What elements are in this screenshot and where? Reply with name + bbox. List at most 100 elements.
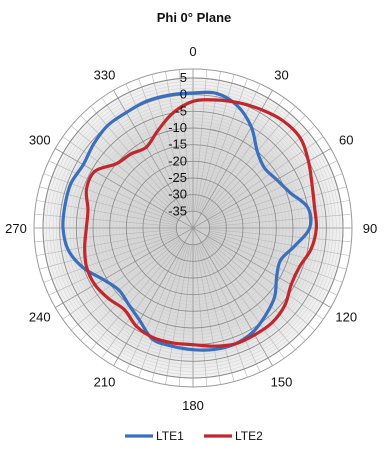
- spoke-line: [205, 238, 315, 331]
- spoke-line: [209, 186, 347, 224]
- grid-ring-minor: [96, 131, 290, 325]
- legend-label: LTE1: [156, 429, 184, 443]
- major-spoke: [55, 148, 194, 229]
- spoke-line: [202, 241, 285, 359]
- grid-ring-minor: [166, 201, 220, 255]
- spoke-line: [36, 200, 177, 226]
- angle-tick-label: 120: [335, 310, 357, 325]
- spoke-line: [205, 125, 315, 218]
- grid-ring-minor: [156, 191, 230, 265]
- spoke-line: [39, 232, 177, 270]
- grid-ring-minor: [82, 117, 304, 339]
- spoke-line: [138, 243, 188, 378]
- spoke-line: [151, 244, 189, 382]
- grid-ring-minor: [186, 221, 200, 235]
- spoke-line: [80, 115, 182, 217]
- spoke-line: [101, 97, 184, 215]
- spoke-line: [208, 173, 343, 223]
- spoke-line: [43, 173, 178, 223]
- radial-tick-label: -30: [168, 187, 187, 202]
- grid-ring-major: [125, 160, 261, 296]
- spoke-line: [48, 234, 179, 296]
- grid-ring-minor: [52, 87, 334, 369]
- spoke-line: [39, 186, 177, 224]
- angle-tick-label: 330: [94, 68, 116, 83]
- major-spoke: [192, 90, 273, 229]
- grid-ring-minor: [99, 134, 287, 322]
- grid-ring-minor: [89, 124, 297, 332]
- spoke-line: [62, 237, 180, 320]
- grid-ring-minor: [152, 187, 234, 269]
- grid-ring-major: [142, 177, 244, 279]
- grid-ring-minor: [102, 137, 284, 319]
- angle-tick-labels: 0 30 60 90 120 150 180 210 240 270 300 330: [5, 44, 377, 413]
- angle-tick-label: 30: [274, 68, 288, 83]
- grid-ring-major: [109, 144, 277, 312]
- grid-ring-major: [59, 94, 327, 362]
- angle-tick-label: 60: [339, 133, 353, 148]
- grid-ring-minor: [139, 174, 247, 282]
- spoke-line: [207, 234, 338, 296]
- spoke-line: [125, 242, 187, 373]
- spoke-line: [204, 115, 306, 217]
- series-line-lte2: [83, 98, 319, 348]
- angle-tick-label: 90: [363, 221, 377, 236]
- spoke-line: [209, 213, 352, 227]
- grid-ring-minor: [106, 141, 280, 315]
- radial-tick-label: -15: [168, 137, 187, 152]
- grid-ring-minor: [72, 107, 314, 349]
- spoke-line: [90, 106, 183, 216]
- grid-ring-minor: [149, 184, 237, 272]
- legend: LTE1 LTE2: [125, 429, 263, 443]
- spoke-line: [209, 229, 352, 243]
- grid-ring-major: [92, 127, 294, 329]
- radial-tick-labels: 5 0-5 -10 -15-20 -25 -30-35: [168, 70, 187, 218]
- grid-ring-minor: [179, 214, 207, 242]
- grid-ring-minor: [172, 207, 214, 249]
- polar-grid: [33, 68, 353, 388]
- spoke-line: [101, 241, 184, 359]
- grid-ring-minor: [46, 81, 340, 375]
- spoke-line: [62, 136, 180, 219]
- angle-tick-label: 0: [189, 44, 196, 59]
- grid-ring-minor: [56, 91, 330, 365]
- spoke-line: [34, 213, 177, 227]
- grid-ring-major: [175, 210, 211, 246]
- spoke-line: [206, 237, 324, 320]
- spoke-line: [208, 233, 343, 283]
- spoke-line: [203, 106, 296, 216]
- spoke-line: [165, 244, 191, 385]
- grid-ring-minor: [132, 167, 254, 289]
- spoke-line: [209, 232, 347, 270]
- spoke-line: [207, 160, 338, 222]
- radial-tick-label: -35: [168, 203, 187, 218]
- spoke-line: [209, 230, 350, 256]
- grid-ring-minor: [79, 114, 307, 342]
- angle-tick-label: 300: [29, 133, 51, 148]
- angle-tick-label: 180: [182, 398, 204, 413]
- angle-tick-label: 240: [29, 310, 51, 325]
- spoke-line: [203, 240, 296, 350]
- grid-ring-minor: [162, 197, 224, 259]
- series-layer: [61, 90, 319, 352]
- spoke-line: [197, 244, 235, 382]
- grid-ring-minor: [189, 224, 197, 232]
- spoke-line: [198, 78, 248, 213]
- spoke-line: [90, 240, 183, 350]
- spoke-line: [202, 97, 285, 215]
- grid-ring-minor: [136, 171, 250, 285]
- spoke-line: [36, 230, 177, 256]
- angle-tick-label: 270: [5, 221, 27, 236]
- radial-tick-label: -25: [168, 170, 187, 185]
- spoke-line: [34, 229, 177, 243]
- spoke-line: [43, 233, 178, 283]
- radial-tick-label: 5: [180, 70, 187, 85]
- grid-ring-minor: [182, 217, 204, 239]
- series-line-lte1: [61, 90, 313, 352]
- radial-tick-label: -5: [175, 103, 187, 118]
- radial-tick-label: -10: [168, 120, 187, 135]
- major-spoke: [192, 227, 331, 308]
- grid-ring-minor: [49, 84, 337, 372]
- major-spoke: [113, 227, 194, 366]
